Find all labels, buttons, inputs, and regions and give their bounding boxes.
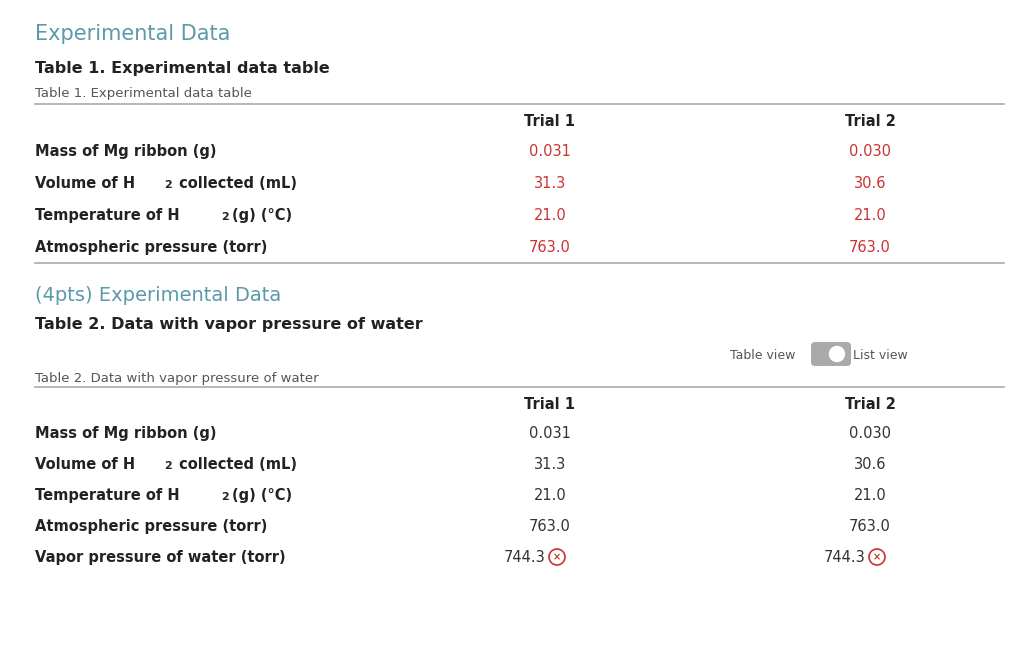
Text: 0.031: 0.031	[529, 144, 571, 159]
Text: 21.0: 21.0	[854, 488, 887, 503]
Text: Volume of H: Volume of H	[35, 176, 135, 191]
Text: 2: 2	[221, 492, 229, 502]
Text: 763.0: 763.0	[529, 519, 571, 534]
Text: 0.031: 0.031	[529, 426, 571, 441]
Text: (4pts) Experimental Data: (4pts) Experimental Data	[35, 286, 282, 305]
Text: Mass of Mg ribbon (g): Mass of Mg ribbon (g)	[35, 144, 216, 159]
Text: Vapor pressure of water (torr): Vapor pressure of water (torr)	[35, 550, 286, 565]
Text: List view: List view	[853, 349, 907, 362]
FancyBboxPatch shape	[811, 342, 851, 366]
Text: (g) (°C): (g) (°C)	[231, 488, 292, 503]
Text: Atmospheric pressure (torr): Atmospheric pressure (torr)	[35, 240, 267, 255]
Text: 21.0: 21.0	[534, 488, 566, 503]
Text: 31.3: 31.3	[534, 176, 566, 191]
Text: 0.030: 0.030	[849, 144, 891, 159]
Text: Trial 1: Trial 1	[524, 114, 575, 129]
Text: 30.6: 30.6	[854, 176, 886, 191]
Text: Experimental Data: Experimental Data	[35, 24, 230, 44]
Text: 744.3: 744.3	[504, 550, 546, 565]
Circle shape	[829, 347, 845, 362]
Text: Trial 2: Trial 2	[845, 397, 895, 412]
Text: 2: 2	[164, 461, 172, 471]
Text: 21.0: 21.0	[534, 208, 566, 223]
Text: Table 2. Data with vapor pressure of water: Table 2. Data with vapor pressure of wat…	[35, 317, 423, 332]
Text: Volume of H: Volume of H	[35, 457, 135, 472]
Text: 763.0: 763.0	[849, 240, 891, 255]
Text: Table 2. Data with vapor pressure of water: Table 2. Data with vapor pressure of wat…	[35, 372, 318, 385]
Text: Table 1. Experimental data table: Table 1. Experimental data table	[35, 61, 330, 76]
Text: ×: ×	[553, 552, 561, 562]
Text: Atmospheric pressure (torr): Atmospheric pressure (torr)	[35, 519, 267, 534]
Text: 21.0: 21.0	[854, 208, 887, 223]
Text: (g) (°C): (g) (°C)	[231, 208, 292, 223]
Text: Table view: Table view	[730, 349, 796, 362]
Text: 2: 2	[221, 212, 229, 222]
Text: Temperature of H: Temperature of H	[35, 208, 179, 223]
Text: collected (mL): collected (mL)	[174, 457, 297, 472]
Text: Mass of Mg ribbon (g): Mass of Mg ribbon (g)	[35, 426, 216, 441]
Text: 763.0: 763.0	[529, 240, 571, 255]
Text: ×: ×	[872, 552, 881, 562]
Text: Trial 1: Trial 1	[524, 397, 575, 412]
Text: 30.6: 30.6	[854, 457, 886, 472]
Text: Temperature of H: Temperature of H	[35, 488, 179, 503]
Text: 2: 2	[164, 180, 172, 190]
Text: Trial 2: Trial 2	[845, 114, 895, 129]
Text: collected (mL): collected (mL)	[174, 176, 297, 191]
Text: 763.0: 763.0	[849, 519, 891, 534]
Text: 31.3: 31.3	[534, 457, 566, 472]
Text: 744.3: 744.3	[824, 550, 866, 565]
Text: 0.030: 0.030	[849, 426, 891, 441]
Text: Table 1. Experimental data table: Table 1. Experimental data table	[35, 87, 252, 100]
